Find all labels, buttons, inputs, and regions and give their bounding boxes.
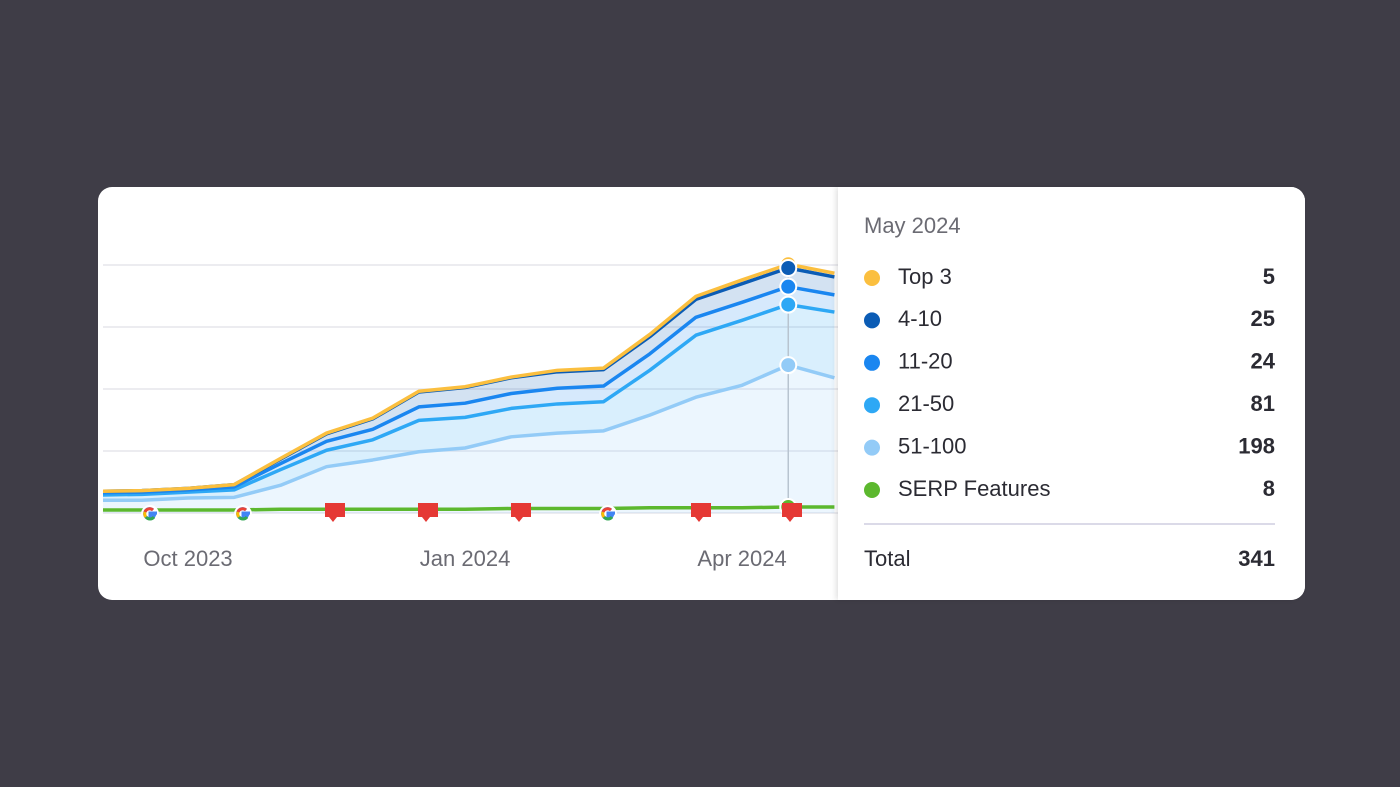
- hover-dot: [779, 258, 798, 277]
- area-band: [103, 267, 835, 493]
- series-line: [103, 363, 835, 503]
- area-band: [103, 304, 835, 501]
- note-flag: [325, 503, 345, 522]
- legend-label: 51-100: [898, 433, 967, 458]
- x-tick-label: Jan 2024: [420, 546, 511, 571]
- area-band: [103, 365, 835, 513]
- x-tick-label: Apr 2024: [697, 546, 786, 571]
- area-band: [103, 286, 835, 495]
- plot-area: [103, 255, 838, 517]
- note-flag: [418, 503, 438, 522]
- hover-dot: [779, 356, 798, 375]
- legend-label: SERP Features: [898, 476, 1050, 501]
- hover-dot: [779, 295, 798, 314]
- legend-dot: [864, 354, 880, 371]
- google-update-icon: [234, 505, 252, 523]
- series-line: [103, 505, 835, 512]
- note-flag: [511, 503, 531, 522]
- tooltip-value: 8: [1263, 476, 1275, 501]
- total-label: Total: [864, 546, 910, 571]
- hover-dot: [779, 277, 798, 296]
- tooltip-value: 198: [1238, 433, 1275, 458]
- legend-label: Top 3: [898, 264, 952, 289]
- note-flag: [691, 503, 711, 522]
- legend-dot: [864, 439, 880, 456]
- tooltip-value: 5: [1263, 264, 1275, 289]
- google-update-icon: [141, 505, 159, 523]
- x-axis: Oct 2023 Jan 2024 Apr 2024: [143, 546, 786, 571]
- total-value: 341: [1238, 546, 1275, 571]
- google-update-icon: [599, 505, 617, 523]
- note-flag: [782, 503, 802, 522]
- legend-dot: [864, 270, 880, 286]
- x-tick-label: Oct 2023: [143, 546, 232, 571]
- legend-dot: [864, 482, 880, 498]
- tooltip: May 2024 Top 3 5 4-10 25 11-20 24 21-50 81 51-10…: [838, 187, 1305, 600]
- series-line: [103, 262, 835, 493]
- tooltip-value: 24: [1251, 349, 1276, 374]
- series-line: [103, 284, 835, 495]
- event-markers: [141, 503, 802, 523]
- tooltip-value: 81: [1251, 391, 1275, 416]
- legend-label: 21-50: [898, 391, 954, 416]
- legend-label: 4-10: [898, 306, 942, 331]
- tooltip-title: May 2024: [864, 213, 961, 238]
- legend-label: 11-20: [898, 349, 953, 374]
- tooltip-value: 25: [1251, 306, 1275, 331]
- legend-dot: [864, 397, 880, 414]
- legend-dot: [864, 312, 880, 329]
- series-line: [103, 302, 835, 497]
